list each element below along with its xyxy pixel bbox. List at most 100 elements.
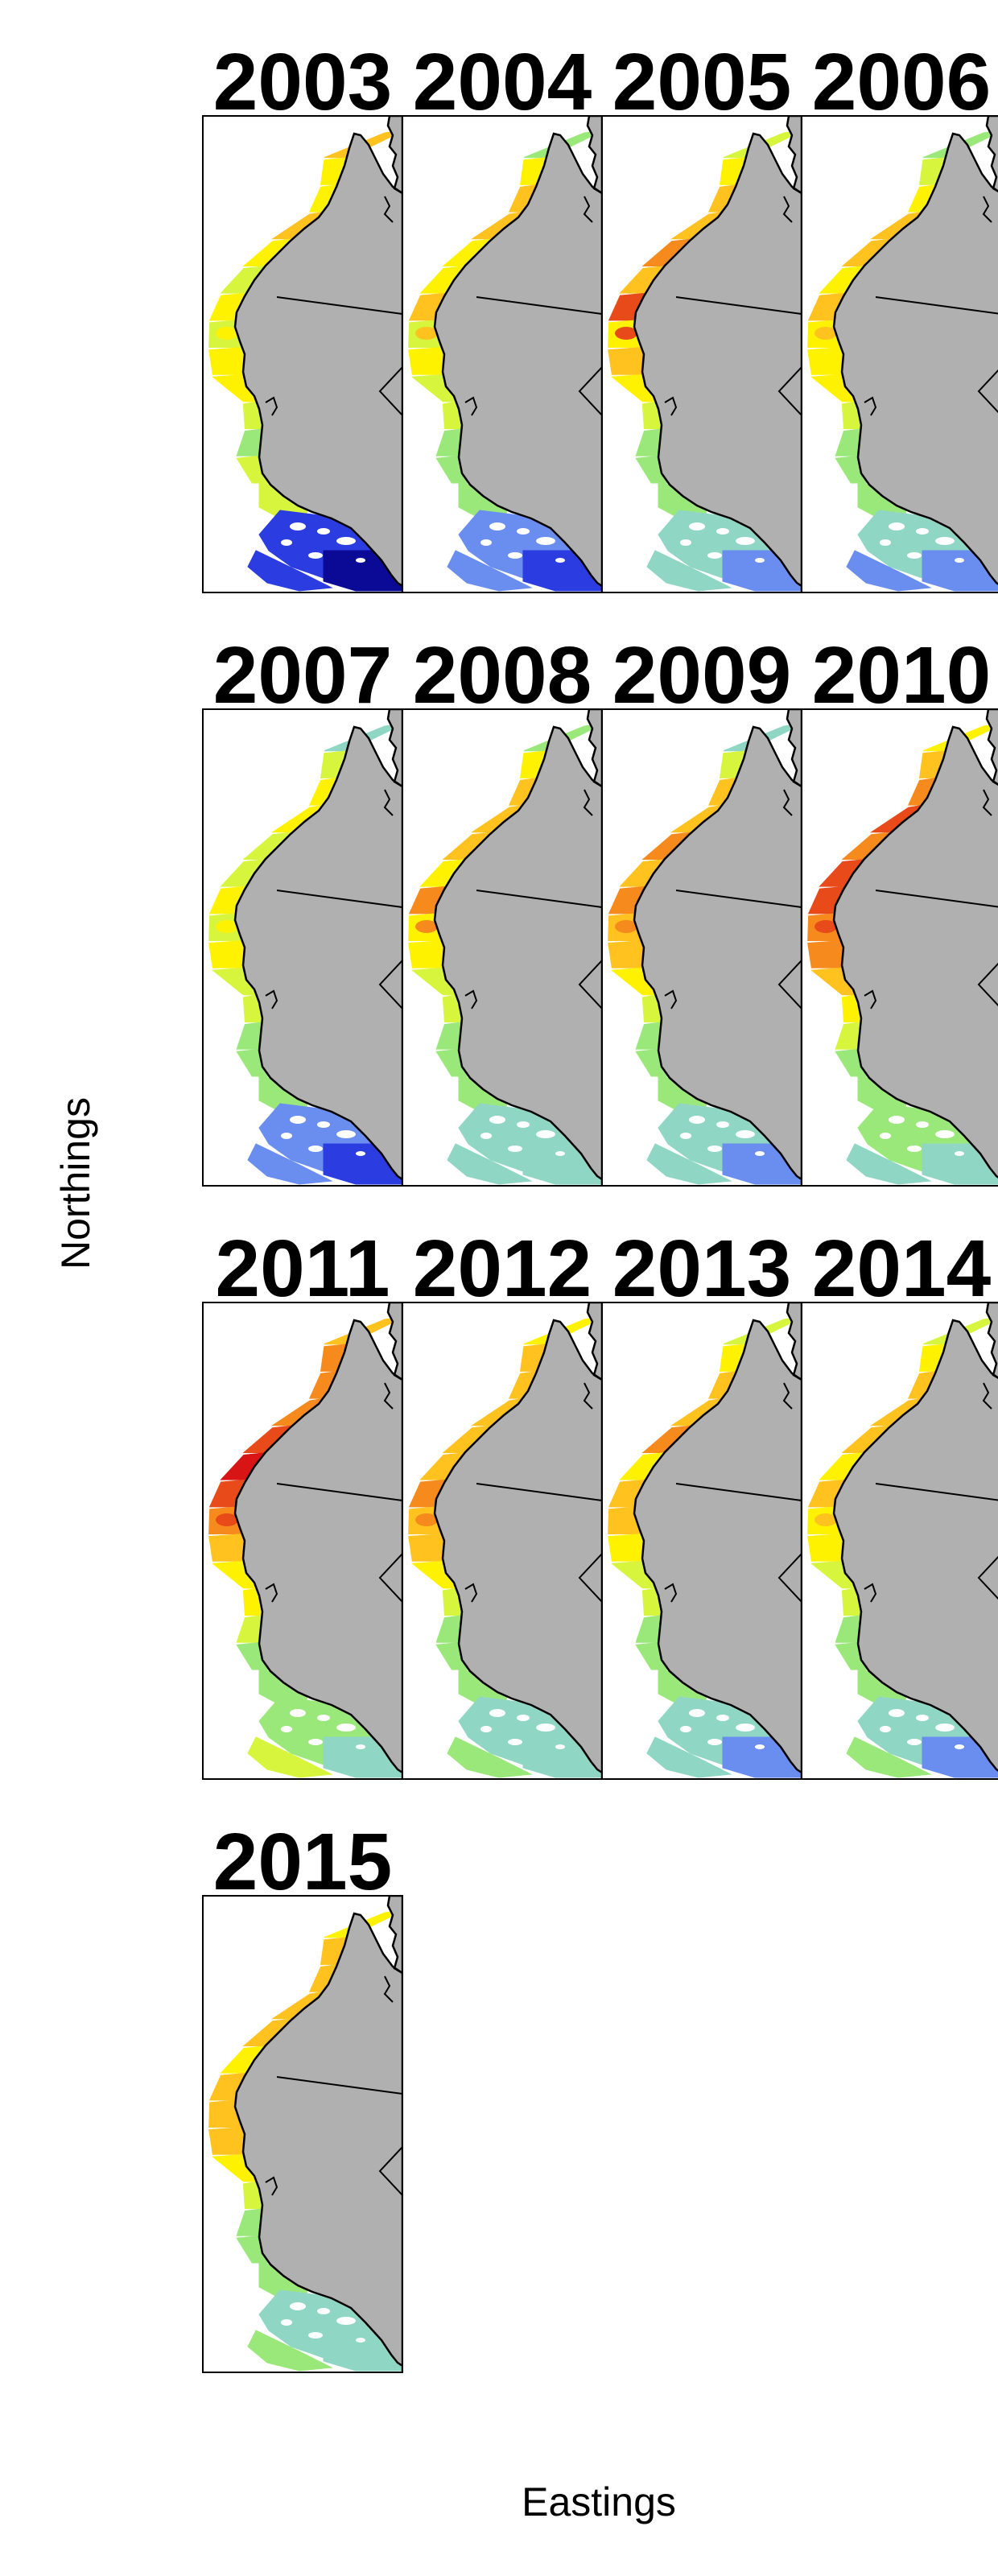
- panel-map-area: [402, 709, 602, 1186]
- panel-year-title: 2012: [413, 1224, 592, 1314]
- island: [489, 1116, 505, 1124]
- island: [480, 1133, 492, 1139]
- map-panel-2014: 2014: [801, 1224, 998, 1780]
- panel-year-title: 2009: [612, 630, 791, 720]
- sound-outline: [982, 196, 992, 223]
- bay-outline: [265, 396, 278, 416]
- island: [736, 1724, 755, 1732]
- sound-outline: [982, 789, 992, 816]
- island: [356, 1744, 365, 1749]
- bight-density-cell: [447, 1736, 533, 1778]
- bight-density-cell: [846, 1736, 932, 1778]
- bay-outline: [664, 989, 678, 1009]
- panel-year-title: 2015: [213, 1817, 392, 1907]
- island: [736, 537, 755, 545]
- panel-grid: 2003 2004 2005 2006 2007 2008 2009 2010 2011 2012…: [202, 37, 998, 2373]
- island: [880, 1726, 891, 1732]
- bight-density-cell: [646, 1143, 732, 1185]
- land-mass: [233, 709, 402, 1186]
- land-mass: [633, 1302, 802, 1779]
- island: [689, 1116, 705, 1124]
- island: [955, 558, 964, 563]
- panel-map-area: [402, 1302, 602, 1779]
- map-panel-2011: 2011: [202, 1224, 403, 1780]
- island: [935, 1130, 955, 1138]
- state-border: [875, 296, 998, 315]
- bay-outline: [864, 396, 877, 416]
- bight-density-cell: [646, 550, 732, 592]
- island: [916, 1715, 929, 1721]
- island: [907, 1146, 922, 1152]
- island: [955, 1744, 964, 1749]
- island: [281, 539, 292, 546]
- coastal-density-cell: [208, 1534, 246, 1562]
- bight-density-cell: [247, 550, 333, 592]
- panel-map-area: [402, 116, 602, 592]
- state-border: [675, 296, 802, 315]
- coastal-density-cell: [408, 1534, 446, 1562]
- island: [707, 552, 722, 559]
- island: [336, 1724, 356, 1732]
- land-mass: [832, 116, 998, 585]
- map-panel-2006: 2006: [801, 37, 998, 593]
- island: [517, 1121, 530, 1128]
- island: [308, 2332, 323, 2339]
- offshore-cell: [216, 2107, 238, 2120]
- offshore-cell: [615, 327, 637, 340]
- island: [680, 1726, 691, 1732]
- island: [935, 537, 955, 545]
- island: [716, 1121, 729, 1128]
- land-mass: [832, 1302, 998, 1772]
- island: [916, 1121, 929, 1128]
- panel-year-title: 2007: [213, 630, 392, 720]
- island: [281, 1726, 292, 1732]
- island: [517, 1715, 530, 1721]
- island: [755, 558, 765, 563]
- land-mass: [233, 1302, 402, 1779]
- x-axis-label: Eastings: [522, 2479, 676, 2524]
- island: [480, 1726, 492, 1732]
- sound-outline: [583, 789, 593, 816]
- state-border: [276, 2076, 402, 2095]
- island: [707, 1146, 722, 1152]
- panel-year-title: 2003: [213, 37, 392, 127]
- coastal-density-cell: [608, 940, 645, 968]
- island: [290, 2302, 306, 2310]
- coastal-density-cell: [208, 940, 246, 968]
- panel-year-title: 2014: [812, 1224, 992, 1314]
- panel-map-area: [602, 116, 802, 592]
- bight-density-cell: [646, 1736, 732, 1778]
- island: [755, 1744, 765, 1749]
- panel-frame: [801, 1302, 998, 1780]
- bight-density-cell: [447, 550, 533, 592]
- state-border: [977, 1555, 998, 1600]
- coastal-density-cell: [408, 347, 446, 375]
- state-border: [875, 1483, 998, 1501]
- island: [955, 1151, 964, 1156]
- sound-outline: [782, 1382, 793, 1410]
- island: [508, 552, 522, 559]
- state-border: [378, 2146, 402, 2196]
- state-border: [777, 366, 802, 416]
- state-border: [578, 960, 602, 1009]
- map-panel-2009: 2009: [601, 630, 802, 1187]
- offshore-cell: [814, 327, 837, 340]
- panel-map-area: [602, 1302, 802, 1779]
- state-border: [875, 890, 998, 908]
- state-border: [578, 366, 602, 416]
- island: [880, 1133, 891, 1139]
- map-panel-2012: 2012: [402, 1224, 603, 1780]
- panel-year-title: 2005: [612, 37, 791, 127]
- island: [935, 1724, 955, 1732]
- sound-outline: [982, 1382, 992, 1410]
- bay-outline: [664, 1583, 678, 1603]
- island: [716, 528, 729, 535]
- state-border: [977, 369, 998, 414]
- map-panel-2005: 2005: [601, 37, 802, 593]
- island: [290, 1116, 306, 1124]
- island: [680, 539, 691, 546]
- panel-map-area: [203, 1302, 402, 1779]
- island: [356, 2338, 365, 2343]
- state-border: [378, 1553, 402, 1603]
